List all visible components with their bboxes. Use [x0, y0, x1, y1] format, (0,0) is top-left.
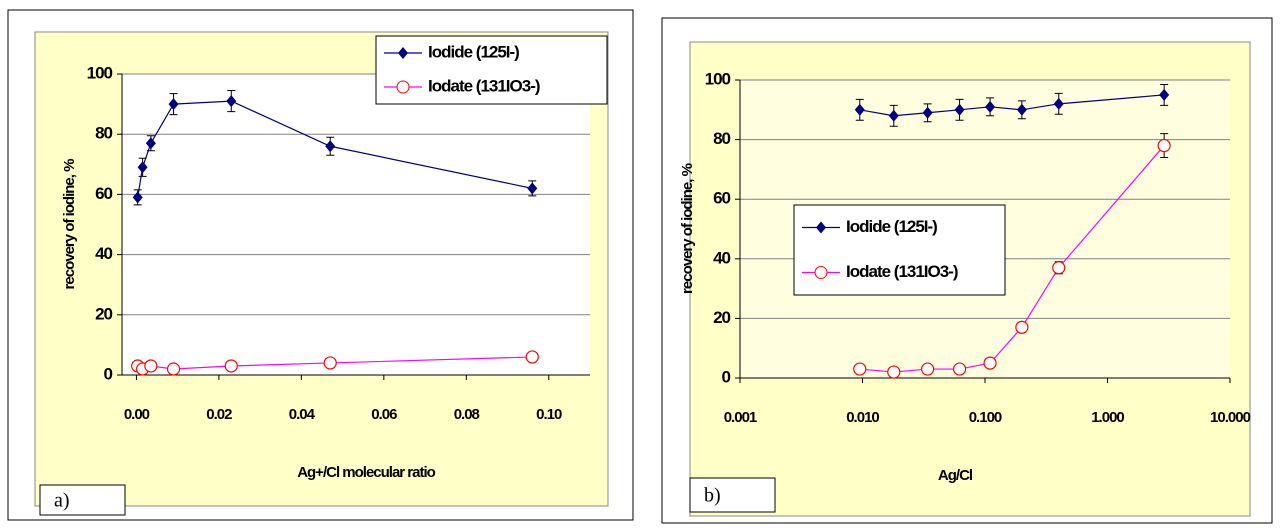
y-tick-label: 100: [705, 69, 731, 88]
series-line: [859, 94, 1165, 117]
x-tick-label: 0.10: [536, 406, 562, 423]
y-tick-label: 60: [713, 189, 730, 208]
plot-area: [122, 74, 590, 375]
data-point: [137, 161, 148, 174]
data-point: [854, 103, 865, 116]
data-point: [323, 356, 337, 370]
x-tick-label: 1.000: [1091, 409, 1124, 426]
legend-marker: [814, 266, 828, 279]
legend-label: Iodide (125I-): [428, 42, 519, 61]
data-point: [145, 137, 156, 150]
y-tick-label: 0: [722, 367, 731, 386]
data-point: [952, 362, 967, 376]
legend-marker: [396, 80, 410, 94]
x-axis-label: Ag+/Cl molecular ratio: [297, 464, 435, 481]
data-point: [921, 362, 935, 376]
data-point: [166, 362, 181, 376]
data-point: [325, 140, 336, 153]
data-point: [1053, 97, 1064, 110]
legend-marker: [816, 221, 826, 234]
data-point: [1157, 138, 1171, 153]
x-axis-label: Ag/Cl: [938, 467, 973, 484]
y-tick-label: 80: [95, 124, 112, 143]
x-tick-label: 0.001: [724, 409, 757, 426]
data-point: [226, 95, 237, 108]
data-point: [525, 350, 539, 364]
data-point: [922, 106, 933, 119]
x-tick-label: 0.04: [289, 406, 316, 423]
data-point: [1016, 103, 1027, 116]
panel-label-box: [689, 477, 776, 513]
legend-label: Iodate (131IO3-): [428, 76, 540, 95]
x-tick-label: 0.00: [124, 406, 150, 423]
data-point: [985, 100, 996, 113]
y-tick-label: 40: [713, 248, 730, 267]
data-point: [1052, 261, 1066, 275]
legend-marker: [398, 47, 408, 59]
panel-label: b): [704, 485, 721, 507]
data-point: [1015, 320, 1029, 334]
data-point: [224, 359, 238, 373]
data-point: [983, 356, 997, 370]
y-axis-label: recovery of iodine, %: [679, 163, 696, 294]
legend-label: Iodate (131IO3-): [846, 262, 958, 281]
panel-label-box: [39, 484, 126, 516]
y-tick-label: 100: [87, 63, 113, 82]
x-tick-label: 10.000: [1210, 409, 1251, 426]
y-tick-label: 0: [104, 364, 113, 383]
y-tick-label: 80: [713, 129, 730, 148]
data-point: [527, 182, 538, 195]
legend: [793, 204, 1006, 296]
y-tick-label: 20: [713, 308, 730, 327]
data-point: [168, 98, 179, 111]
data-point: [853, 362, 867, 376]
legend: [375, 35, 608, 105]
y-axis-label: recovery of iodine, %: [61, 159, 78, 290]
x-tick-label: 0.06: [371, 406, 397, 423]
y-tick-label: 20: [95, 304, 112, 323]
legend-label: Iodide (125I-): [846, 217, 937, 236]
data-point: [954, 103, 965, 116]
x-tick-label: 0.02: [206, 406, 232, 423]
x-tick-label: 0.08: [454, 406, 480, 423]
data-point: [144, 359, 158, 373]
data-point: [1159, 88, 1170, 101]
data-point: [888, 109, 899, 122]
data-point: [887, 365, 901, 379]
panel-label: a): [54, 490, 70, 512]
data-point: [132, 191, 143, 204]
x-tick-label: 0.100: [969, 409, 1002, 426]
y-tick-label: 60: [95, 184, 112, 203]
x-tick-label: 0.010: [846, 409, 879, 426]
y-tick-label: 40: [95, 244, 112, 263]
